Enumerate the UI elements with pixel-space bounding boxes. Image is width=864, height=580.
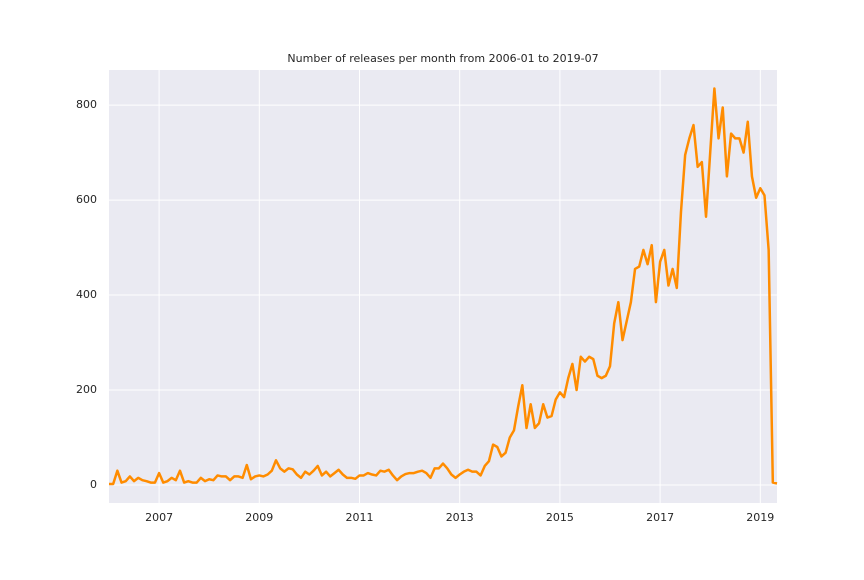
data-line (109, 87, 778, 486)
x-tick-label: 2009 (245, 511, 273, 524)
y-tick-label: 600 (76, 193, 97, 206)
y-tick-label: 200 (76, 383, 97, 396)
x-tick-label: 2015 (546, 511, 574, 524)
x-tick-label: 2007 (145, 511, 173, 524)
x-tick-label: 2017 (646, 511, 674, 524)
x-tick-label: 2019 (746, 511, 774, 524)
x-tick-label: 2013 (446, 511, 474, 524)
y-tick-label: 400 (76, 288, 97, 301)
chart-title: Number of releases per month from 2006-0… (287, 52, 598, 65)
x-tick-label: 2011 (346, 511, 374, 524)
y-tick-label: 800 (76, 98, 97, 111)
y-tick-label: 0 (90, 478, 97, 491)
plot-area (109, 70, 777, 503)
